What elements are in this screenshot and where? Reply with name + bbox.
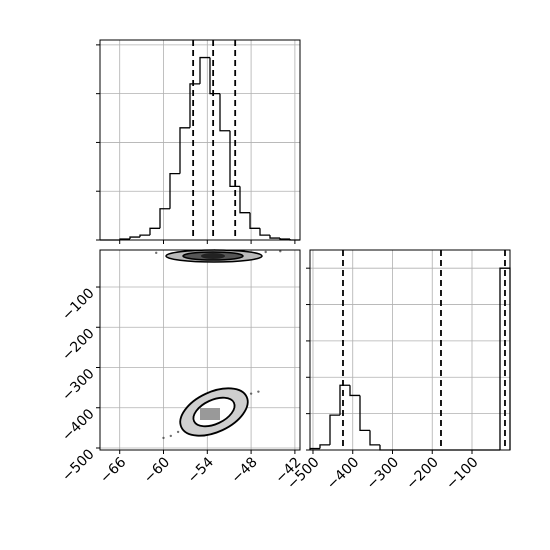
scatter-point [176, 430, 180, 434]
scatter-point [279, 250, 282, 253]
histogram-step [169, 173, 180, 209]
axes-frame [99, 39, 301, 241]
scatter-point [257, 390, 260, 393]
histogram-step [349, 385, 360, 397]
histogram-step [149, 227, 160, 236]
histogram-step [359, 395, 370, 432]
histogram-step [139, 234, 150, 238]
density-contours [165, 249, 263, 437]
axes-frame [309, 249, 511, 451]
histogram-step [319, 444, 330, 449]
scatter-point [264, 250, 267, 254]
histogram-step [189, 83, 200, 128]
scatter-point [155, 251, 158, 255]
histogram-step [179, 127, 190, 174]
histogram-step [329, 414, 340, 445]
histogram-step [259, 228, 270, 236]
histogram-step [249, 212, 260, 229]
histogram-step [239, 186, 250, 214]
histogram-step [229, 130, 240, 187]
histogram-step [219, 93, 230, 132]
histogram-step [269, 235, 280, 239]
histogram-step [339, 384, 350, 416]
scatter-point [162, 436, 165, 440]
histogram-step [159, 208, 170, 229]
contour [201, 253, 225, 259]
axes-frame [99, 249, 301, 451]
histogram-step [199, 56, 210, 84]
scatter-point [169, 434, 173, 438]
histogram-step [369, 430, 380, 446]
histogram-step [279, 238, 290, 240]
scatter-point [249, 392, 253, 395]
histogram-step [209, 57, 220, 95]
histogram-step [129, 236, 140, 240]
density-cell [200, 408, 220, 420]
